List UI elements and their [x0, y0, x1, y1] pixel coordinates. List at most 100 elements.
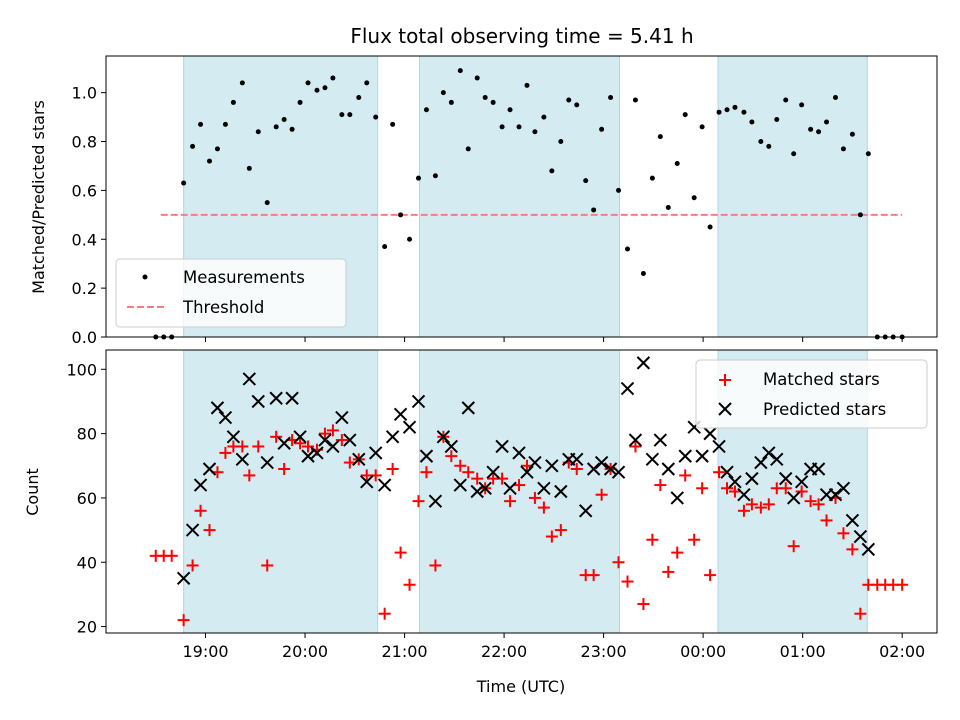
legend-predicted-marker: [718, 402, 732, 416]
predicted-star-point: [277, 436, 291, 450]
measurement-point: [339, 112, 345, 118]
predicted-star-point: [210, 401, 225, 415]
predicted-star-point: [301, 449, 315, 463]
measurement-point: [808, 126, 814, 132]
measurement-point: [482, 95, 488, 101]
measurement-point: [239, 80, 245, 86]
predicted-star-point: [260, 455, 274, 470]
measurement-point: [724, 107, 730, 113]
measurement-point: [824, 119, 830, 125]
matched-star-point: [671, 546, 684, 559]
matched-star-point: [343, 456, 356, 469]
measurement-point: [281, 117, 287, 123]
measurement-point: [423, 107, 429, 113]
measurement-point: [665, 204, 671, 210]
predicted-star-point: [728, 475, 742, 489]
predicted-star-point: [786, 491, 801, 505]
matched-star-point: [654, 479, 667, 492]
y-tick-label: 100: [66, 360, 97, 379]
matched-star-point: [378, 607, 391, 620]
matched-star-point: [837, 527, 850, 540]
predicted-star-point: [202, 462, 217, 476]
matched-star-point: [662, 565, 675, 578]
predicted-star-point: [402, 420, 417, 434]
matched-star-point: [679, 469, 692, 482]
measurement-point: [330, 75, 336, 81]
matched-star-point: [621, 575, 634, 588]
matched-star-point: [177, 614, 190, 627]
measurement-point: [716, 109, 722, 115]
measurement-point: [766, 143, 772, 149]
bottom-legend-box: [695, 359, 928, 429]
legend-measurements-marker: [142, 274, 148, 280]
matched-star-point: [528, 491, 541, 504]
legend-matched-label: Matched stars: [763, 370, 880, 389]
predicted-star-point: [528, 455, 542, 470]
matched-star-point: [302, 440, 315, 453]
matched-star-point: [236, 440, 249, 453]
matched-star-point: [335, 434, 348, 447]
observing-window-2: [418, 55, 621, 338]
predicted-star-point: [444, 439, 459, 454]
measurement-point: [398, 212, 404, 218]
measurement-point: [432, 173, 438, 179]
x-tick-label: 19:00: [182, 642, 228, 661]
bottom-legend: Matched stars Predicted stars: [695, 359, 928, 429]
predicted-star-point: [235, 452, 250, 467]
matched-star-point: [570, 462, 583, 475]
measurement-points: [153, 68, 905, 340]
predicted-star-point: [645, 452, 660, 467]
measurement-point: [816, 129, 822, 135]
predicted-star-point: [537, 481, 551, 495]
predicted-star-point: [318, 433, 332, 447]
count-points: [149, 356, 909, 627]
x-tick-label: 20:00: [282, 642, 328, 661]
predicted-star-point: [185, 523, 200, 537]
x-tick-label: 00:00: [680, 642, 726, 661]
measurement-point: [799, 102, 805, 108]
matched-star-point: [629, 440, 642, 453]
predicted-star-point: [486, 465, 500, 479]
matched-star-point: [612, 556, 625, 569]
y-tick-label: 40: [77, 553, 97, 572]
x-tick-label: 02:00: [879, 642, 925, 661]
predicted-star-point: [628, 433, 643, 447]
matched-star-point: [318, 427, 331, 440]
measurement-point: [857, 212, 863, 218]
measurement-point: [840, 146, 846, 152]
measurement-point: [682, 112, 688, 118]
x-axis-label: Time (UTC): [476, 677, 565, 696]
top-y-ticks: 0.0 0.2 0.4 0.6 0.8 1.0: [72, 84, 106, 347]
matched-star-point: [261, 559, 274, 572]
measurement-point: [549, 168, 555, 174]
measurement-point: [524, 82, 530, 88]
measurement-point: [691, 195, 697, 201]
measurement-point: [273, 124, 279, 130]
matched-star-point: [762, 498, 775, 511]
bottom-panel-counts: 20 40 60 80 100 19:00 20:00 21:00 22:00 23:00 00:…: [23, 349, 938, 696]
matched-star-point: [737, 504, 750, 517]
matched-star-point: [795, 485, 808, 498]
y-tick-label: 0.6: [72, 181, 97, 200]
measurement-point: [415, 175, 421, 181]
x-tick-label: 23:00: [581, 642, 627, 661]
predicted-star-point: [226, 430, 241, 444]
predicted-star-point: [828, 488, 843, 502]
matched-star-point: [804, 495, 817, 508]
predicted-star-point: [326, 439, 340, 454]
predicted-star-point: [218, 410, 233, 425]
measurement-point: [849, 131, 855, 137]
measurement-point: [347, 112, 353, 118]
predicted-star-point: [762, 446, 776, 460]
predicted-star-point: [411, 394, 426, 409]
x-tick-label: 22:00: [481, 642, 527, 661]
measurement-point: [758, 139, 764, 145]
y-tick-label: 0.0: [72, 328, 97, 347]
measurement-point: [181, 180, 187, 186]
matched-star-point: [513, 479, 526, 492]
observing-window-2: [418, 349, 621, 634]
measurement-point: [222, 121, 228, 127]
predicted-star-point: [478, 481, 492, 495]
predicted-star-point: [520, 465, 534, 479]
